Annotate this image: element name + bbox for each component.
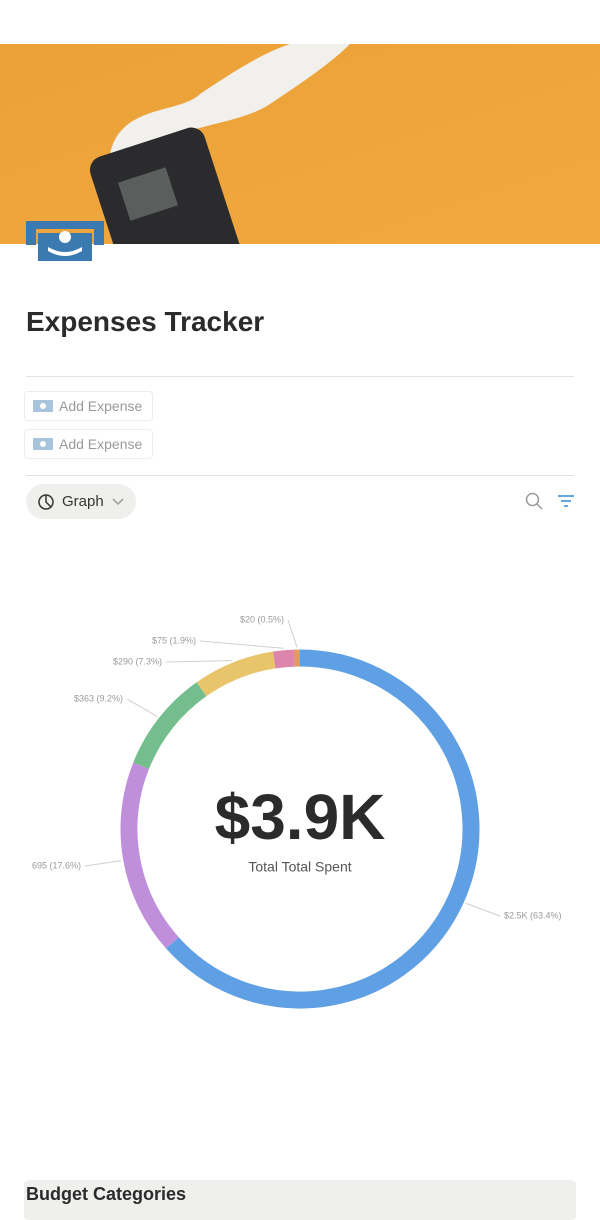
- leader-line: [166, 661, 232, 662]
- donut-segment: [141, 689, 201, 766]
- search-button[interactable]: [525, 492, 543, 510]
- add-expense-button[interactable]: Add Expense: [24, 391, 153, 421]
- divider: [26, 475, 574, 476]
- graph-icon: [38, 494, 54, 510]
- data-label: $75 (1.9%): [152, 635, 196, 645]
- leader-line: [466, 903, 500, 916]
- page-title: Expenses Tracker: [26, 306, 264, 338]
- donut-segment: [202, 660, 275, 689]
- data-label: $290 (7.3%): [113, 656, 162, 666]
- divider: [26, 376, 574, 377]
- button-icon: [33, 438, 53, 450]
- button-icon: [33, 400, 53, 412]
- chevron: [112, 498, 124, 506]
- donut-segment: [129, 766, 172, 943]
- add-expense-button[interactable]: Add Expense: [24, 429, 153, 459]
- section-header: Budget Categories: [24, 1180, 576, 1220]
- data-label: $20 (0.5%): [240, 614, 284, 624]
- section-title: Budget Categories: [26, 1184, 186, 1205]
- filter-button[interactable]: [557, 492, 575, 510]
- center-caption: Total Total Spent: [248, 859, 351, 875]
- view-selector[interactable]: Graph: [26, 484, 136, 519]
- leader-line: [127, 699, 158, 717]
- donut-chart: $3.9K Total Total Spent $2.5K (63.4%) 695…: [0, 560, 600, 1080]
- page-icon: [26, 221, 104, 261]
- cover-image: [0, 44, 600, 244]
- leader-line: [200, 641, 283, 648]
- donut-segment: [274, 658, 294, 660]
- button-label: Add Expense: [59, 436, 142, 452]
- data-label: $363 (9.2%): [74, 693, 123, 703]
- leader-line: [85, 861, 121, 866]
- data-label: 695 (17.6%): [32, 860, 81, 870]
- button-label: Add Expense: [59, 398, 142, 414]
- leader-line: [288, 620, 297, 648]
- view-label: Graph: [62, 493, 104, 510]
- center-value: $3.9K: [215, 781, 386, 853]
- data-label: $2.5K (63.4%): [504, 910, 562, 920]
